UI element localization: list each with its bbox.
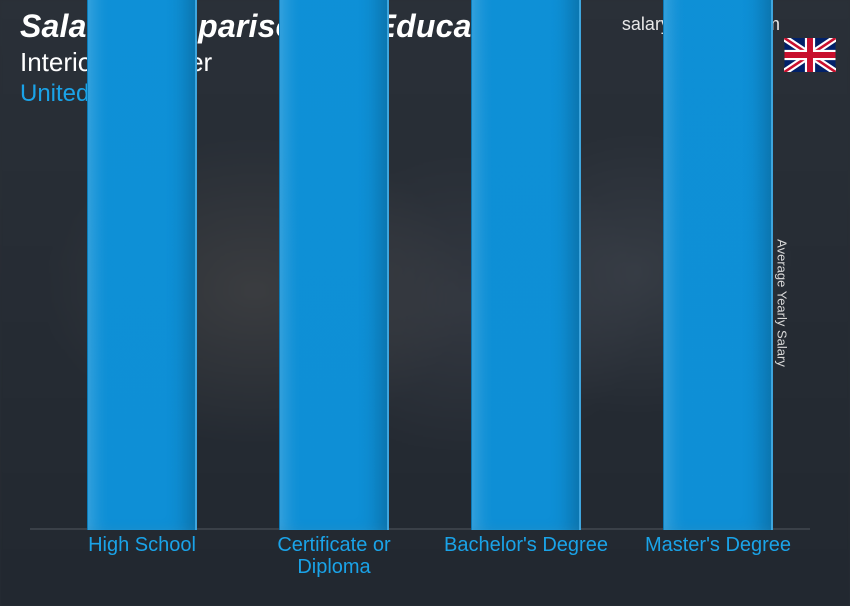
bar-front-face: [279, 0, 389, 530]
bar: 77,700 GBP: [471, 0, 581, 530]
bar: 48,300 GBP: [87, 0, 197, 530]
bar-category-label: High School: [52, 534, 232, 556]
bar-chart: 48,300 GBPHigh School55,100 GBPCertifica…: [30, 140, 810, 586]
bar-category-label: Master's Degree: [628, 534, 808, 556]
bar-front-face: [663, 0, 773, 530]
bar: 55,100 GBP: [279, 0, 389, 530]
bar-front-face: [471, 0, 581, 530]
uk-flag-icon: [784, 38, 836, 72]
bar-front-face: [87, 0, 197, 530]
bar-category-label: Bachelor's Degree: [436, 534, 616, 556]
bar: 94,200 GBP: [663, 0, 773, 530]
bar-category-label: Certificate or Diploma: [244, 534, 424, 578]
